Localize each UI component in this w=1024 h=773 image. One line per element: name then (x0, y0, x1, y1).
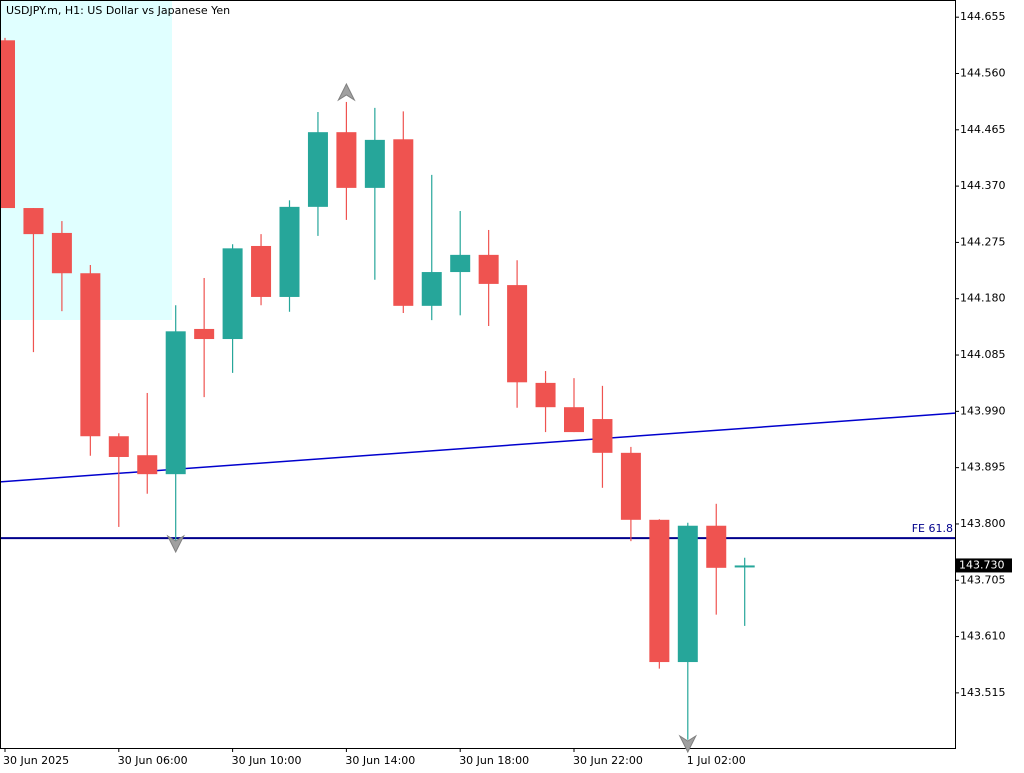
last-price-label: 143.730 (959, 558, 1005, 571)
y-tick-label: 143.705 (960, 573, 1006, 586)
candle-body (51, 232, 72, 274)
y-tick-label: 144.655 (960, 10, 1006, 23)
fractal-arrow (337, 82, 356, 102)
y-tick-label: 144.085 (960, 348, 1006, 361)
y-tick-label: 143.990 (960, 404, 1006, 417)
candle-body (507, 285, 528, 383)
y-tick-label: 144.465 (960, 123, 1006, 136)
candle-body (535, 382, 556, 408)
plot-border (0, 0, 956, 749)
candle-body (393, 139, 414, 306)
fractal-arrow (166, 534, 185, 554)
x-tick-label: 30 Jun 14:00 (345, 754, 415, 767)
candle-body (734, 565, 755, 568)
x-tick-label: 30 Jun 22:00 (573, 754, 643, 767)
candle-body (222, 248, 243, 340)
candle-body (0, 40, 15, 209)
y-tick-label: 143.895 (960, 461, 1006, 474)
candle-body (677, 525, 698, 663)
y-tick-label: 144.275 (960, 235, 1006, 248)
y-tick-label: 143.610 (960, 630, 1006, 643)
candle-body (620, 452, 641, 520)
last-price-box (956, 558, 1012, 573)
candle-body (364, 139, 385, 188)
x-tick-label: 30 Jun 2025 (3, 754, 69, 767)
candle-body (108, 436, 129, 457)
candle-body (706, 525, 727, 568)
candle-body (251, 245, 272, 297)
candle-body (564, 407, 584, 433)
level-label: FE 61.8 (912, 522, 953, 535)
candle-body (450, 254, 471, 273)
candle-body (421, 272, 442, 306)
y-tick-label: 143.800 (960, 517, 1006, 530)
x-tick-label: 30 Jun 18:00 (459, 754, 529, 767)
chart-title: USDJPY.m, H1: US Dollar vs Japanese Yen (6, 4, 230, 17)
trendline (0, 412, 956, 483)
candle-body (23, 208, 44, 235)
candle-body (194, 328, 215, 340)
candle-body (279, 206, 300, 297)
y-tick-label: 143.515 (960, 686, 1006, 699)
y-tick-label: 144.180 (960, 292, 1006, 305)
candle-body (478, 254, 499, 284)
highlight-zone (0, 0, 172, 320)
x-tick-label: 30 Jun 10:00 (232, 754, 302, 767)
y-tick-label: 144.560 (960, 66, 1006, 79)
candle-body (592, 419, 613, 453)
plot-area (0, 37, 956, 740)
candle-body (165, 331, 186, 475)
x-tick-label: 30 Jun 06:00 (118, 754, 188, 767)
candle-body (336, 132, 357, 188)
x-tick-label: 1 Jul 02:00 (687, 754, 746, 767)
fractal-arrow (678, 734, 698, 754)
candle-body (649, 519, 670, 663)
candle-body (80, 273, 101, 437)
y-tick-label: 144.370 (960, 179, 1006, 192)
candle-body (137, 455, 158, 475)
candle-body (307, 132, 328, 207)
